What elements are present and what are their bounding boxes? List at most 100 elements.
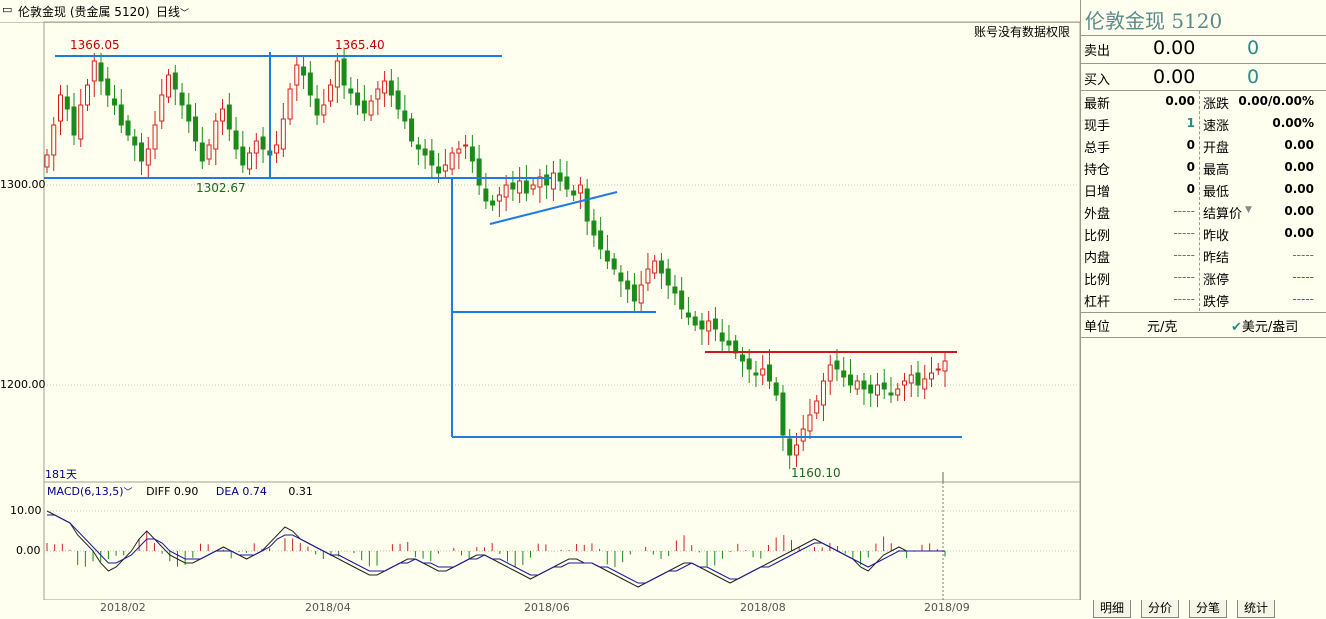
macd-pane [46, 510, 946, 588]
candle [85, 79, 91, 111]
candle [58, 85, 64, 135]
y-tick-1200: 1200.00 [0, 378, 46, 391]
candle [118, 89, 124, 133]
candle [685, 297, 691, 325]
instrument-label: 伦敦金现 (贵金属 5120) [18, 5, 150, 19]
candle [874, 373, 880, 407]
quote-row-value: 0.00/0.00% [1238, 94, 1314, 108]
candle [935, 363, 941, 375]
candle [469, 135, 475, 173]
candle [247, 147, 253, 175]
period-selector[interactable]: 日线﹀ [156, 3, 189, 20]
candle [523, 165, 529, 201]
quote-row-label: 日增 [1084, 185, 1111, 200]
quote-row-value: 0.00 [1165, 94, 1195, 108]
candle-body [868, 384, 874, 394]
macd-y-tick-0: 0.00 [16, 544, 41, 557]
candle-body [591, 220, 597, 236]
chart-area[interactable] [0, 0, 1080, 600]
window-icon[interactable]: ▭ [2, 3, 13, 16]
candle [564, 161, 570, 197]
candle-body [827, 364, 833, 382]
candle-body [557, 172, 563, 182]
candle [193, 103, 199, 151]
candle [901, 373, 907, 401]
candle [760, 355, 766, 385]
candle-body [746, 358, 752, 370]
candle [780, 385, 786, 451]
candle [159, 79, 165, 129]
quote-row-label: 最新 [1084, 97, 1111, 112]
candle-body [334, 60, 340, 88]
candle-body [753, 372, 759, 376]
candle-body [294, 64, 300, 86]
tab-ticks[interactable]: 分笔 [1189, 600, 1228, 618]
candle [820, 373, 826, 421]
candle-body [874, 384, 880, 396]
candle [557, 159, 563, 191]
quote-row-label: 跌停 [1203, 295, 1230, 310]
candle [307, 61, 313, 107]
candle [199, 127, 205, 169]
candle [341, 49, 347, 99]
candle [213, 113, 219, 165]
candle [807, 399, 813, 439]
candle [692, 311, 698, 331]
quote-row-label: 涨跌 [1203, 97, 1230, 112]
candle [125, 115, 131, 141]
candle [908, 365, 914, 397]
candle-body [199, 142, 205, 162]
candle [550, 161, 556, 201]
candle-body [348, 88, 354, 94]
candle-body [598, 230, 604, 250]
quote-row-value: 0 [1186, 138, 1195, 152]
candle-body [193, 116, 199, 142]
quote-row-value: 0.00 [1284, 204, 1314, 218]
candle [645, 253, 651, 291]
candle-body [577, 184, 583, 194]
macd-indicator-selector[interactable]: MACD(6,13,5)﹀ [47, 485, 136, 498]
candle [449, 147, 455, 175]
candle-body [699, 320, 705, 330]
candle-body [206, 144, 212, 160]
tab-statistics[interactable]: 统计 [1237, 600, 1276, 618]
candle-body [854, 380, 860, 390]
candle-body [91, 60, 97, 82]
candle-body [935, 368, 941, 371]
candle-body [51, 124, 57, 156]
candle-body [85, 84, 91, 106]
y-tick-1300: 1300.00 [0, 178, 46, 191]
candle-body [469, 146, 475, 162]
buy-qty: 0 [1247, 66, 1260, 88]
candle [375, 81, 381, 115]
candle-body [307, 72, 313, 96]
period-label: 日线 [156, 5, 181, 19]
candle [166, 69, 172, 103]
quote-row-label: 比例 [1084, 229, 1111, 244]
unit-label: 单位 [1084, 320, 1111, 335]
candle [51, 117, 57, 171]
candle-body [672, 286, 678, 294]
candle [220, 99, 226, 135]
candle-body [58, 94, 64, 122]
unit-alt-option[interactable]: ✔美元/盎司 [1231, 316, 1298, 335]
candle [895, 383, 901, 401]
candle [287, 83, 293, 125]
tab-detail[interactable]: 明细 [1093, 600, 1132, 618]
candle-body [915, 372, 921, 386]
candle [415, 137, 421, 165]
tab-price-distribution[interactable]: 分价 [1141, 600, 1180, 618]
x-tick: 2018/08 [740, 601, 786, 614]
candle-body [98, 62, 104, 82]
candle [726, 325, 732, 353]
quote-row-value: ----- [1292, 270, 1314, 284]
quote-row-value: 0.00 [1284, 138, 1314, 152]
candle-body [841, 370, 847, 378]
candle [382, 71, 388, 107]
macd-y-tick-10: 10.00 [10, 504, 42, 517]
candle-body [814, 400, 820, 414]
candle-body [490, 200, 496, 206]
buy-label: 买入 [1084, 73, 1111, 88]
candle-body [942, 360, 948, 372]
chevron-down-icon[interactable]: ▼ [1245, 205, 1252, 215]
